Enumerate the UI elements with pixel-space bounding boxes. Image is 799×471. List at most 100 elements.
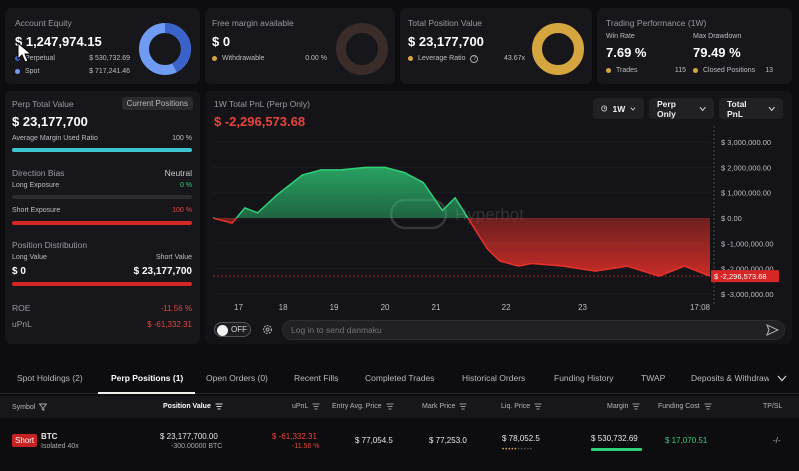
perp-label: Perpetual [25, 55, 55, 62]
metric-dropdown[interactable]: Total PnL [719, 98, 783, 119]
symbol[interactable]: BTC [41, 432, 58, 441]
chevron-down-icon [699, 106, 706, 111]
margin-ratio-row: Average Margin Used Ratio 100 % [12, 135, 192, 142]
position-value: $ 23,177,700.00 [160, 432, 218, 441]
sort-icon[interactable] [386, 403, 394, 410]
gear-icon[interactable] [262, 324, 273, 335]
th-margin[interactable]: Margin [607, 403, 640, 410]
toggle-label: OFF [231, 325, 247, 334]
closed-row: Closed Positions 13 [693, 67, 773, 74]
short-exp-fill [12, 221, 192, 225]
margin-ratio-fill [12, 148, 192, 152]
position-title: Total Position Value [408, 18, 483, 28]
liq-risk-dots: •••••••••• [502, 447, 534, 453]
mark-price: $ 77,253.0 [429, 436, 467, 445]
th-symbol[interactable]: Symbol [12, 403, 48, 411]
bias-value: Neutral [164, 168, 192, 178]
sort-icon[interactable] [534, 403, 542, 410]
upnl-row: uPnL $ -61,332.31 [12, 319, 192, 329]
equity-donut [139, 23, 191, 75]
chevron-down-icon [630, 106, 636, 111]
tab-open-orders[interactable]: Open Orders (0) [206, 373, 268, 383]
trades-row: Trades 115 [606, 67, 686, 74]
withdrawable-value: 0.00 % [305, 55, 327, 62]
y-tick-label: $ 1,000,000.00 [721, 189, 771, 198]
leverage-value: 43.67x [503, 55, 525, 62]
row-upnl-pct: -11.56 % [292, 443, 320, 450]
tab-spot-holdings[interactable]: Spot Holdings (2) [17, 373, 83, 383]
th-entry-price[interactable]: Entry Avg. Price [332, 403, 394, 410]
margin-bar [591, 448, 642, 451]
period-dropdown[interactable]: 1W [593, 98, 644, 119]
th-upnl[interactable]: uPnL [292, 403, 320, 410]
liq-price: $ 78,052.5 [502, 434, 540, 443]
position-size: -300.00000 BTC [171, 443, 223, 450]
perp-value: $ 23,177,700 [12, 114, 88, 129]
tab-funding-history[interactable]: Funding History [554, 373, 614, 383]
sort-icon[interactable] [215, 403, 223, 410]
trades-label: Trades [616, 67, 638, 74]
danmaku-input[interactable] [282, 320, 785, 340]
th-liq-price[interactable]: Liq. Price [501, 403, 542, 410]
y-tick-label: $ -3,000,000.00 [721, 290, 774, 299]
send-icon[interactable] [766, 324, 779, 336]
trades-dot [606, 67, 611, 73]
short-exp-label: Short Exposure [12, 207, 61, 214]
dist-label: Position Distribution [12, 240, 88, 250]
th-funding-cost[interactable]: Funding Cost [658, 403, 712, 410]
tab-recent-fills[interactable]: Recent Fills [294, 373, 339, 383]
spot-dot [15, 68, 20, 74]
toggle-knob [217, 324, 228, 336]
th-liq-price-label: Liq. Price [501, 403, 531, 410]
sort-icon[interactable] [312, 403, 320, 410]
drawdown-value: 79.49 % [693, 45, 741, 60]
tab-historical-orders[interactable]: Historical Orders [462, 373, 526, 383]
chevron-down-icon[interactable] [777, 375, 787, 382]
tab-twap[interactable]: TWAP [641, 373, 666, 383]
pnl-line-negative [212, 218, 711, 277]
danmaku-toggle[interactable]: OFF [214, 322, 251, 337]
tab-deposits-withdraw[interactable]: Deposits & Withdraw [691, 373, 769, 383]
closed-dot [693, 67, 698, 73]
equity-spot-row: Spot $ 717,241.46 [15, 68, 130, 75]
tpsl[interactable]: -/- [773, 436, 781, 445]
perp-title: Perp Total Value [12, 99, 74, 109]
win-rate-label: Win Rate [606, 33, 635, 40]
free-margin-card: Free margin available $ 0 Withdrawable 0… [205, 8, 395, 84]
th-entry-price-label: Entry Avg. Price [332, 403, 382, 410]
th-mark-price[interactable]: Mark Price [422, 403, 467, 410]
table-header-row [0, 396, 799, 418]
sort-icon[interactable] [459, 403, 467, 410]
spot-value: $ 717,241.46 [89, 68, 130, 75]
th-symbol-label: Symbol [12, 403, 36, 411]
long-exp-label: Long Exposure [12, 182, 60, 189]
mode-dropdown[interactable]: Perp Only [649, 98, 714, 119]
roe-label: ROE [12, 303, 31, 313]
equity-title: Account Equity [15, 18, 72, 28]
short-value-label: Short Value [155, 254, 192, 261]
margin-ratio-value: 100 % [172, 135, 192, 142]
long-exp-bar [12, 195, 192, 199]
chevron-down-icon [768, 106, 775, 111]
help-circle-icon[interactable]: ? [470, 55, 479, 63]
margin-ratio-bar [12, 148, 192, 152]
sort-icon[interactable] [632, 403, 640, 410]
leverage-label: Leverage Ratio [418, 55, 466, 62]
roe-value: -11.56 % [160, 303, 192, 313]
tab-completed-trades[interactable]: Completed Trades [365, 373, 435, 383]
th-mark-price-label: Mark Price [422, 403, 456, 410]
position-donut [532, 23, 584, 75]
th-margin-label: Margin [607, 403, 629, 410]
long-exp-row: Long Exposure 0 % [12, 182, 192, 189]
margin-value: $ 0 [212, 34, 231, 49]
sort-icon[interactable] [704, 403, 712, 410]
th-position-value[interactable]: Position Value [163, 403, 223, 410]
th-tpsl: TP/SL [763, 403, 783, 410]
clock-icon [601, 105, 608, 112]
current-positions-badge[interactable]: Current Positions [121, 97, 193, 110]
long-value: $ 0 [12, 266, 26, 277]
pnl-area-positive [213, 167, 710, 218]
margin-mode: Isolated 40x [41, 443, 79, 450]
tab-perp-positions[interactable]: Perp Positions (1) [111, 373, 184, 383]
filter-icon[interactable] [39, 403, 48, 411]
